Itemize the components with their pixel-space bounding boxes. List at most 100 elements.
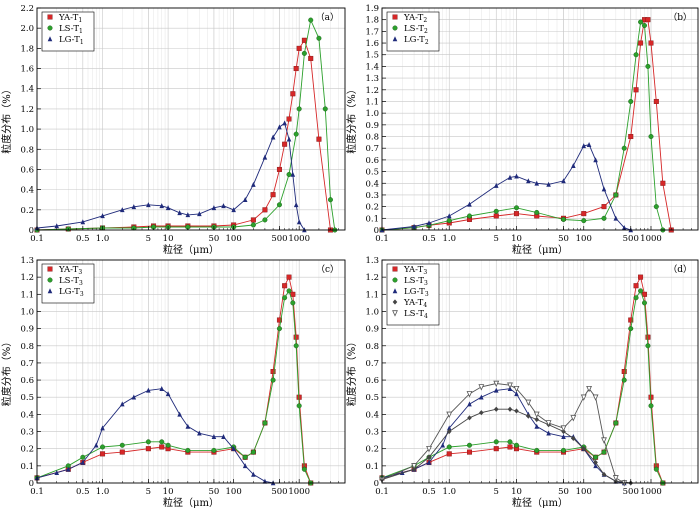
y-tick-label: 1.8 — [20, 44, 34, 54]
data-point — [270, 134, 276, 140]
data-point — [534, 447, 540, 453]
legend-marker — [47, 14, 53, 20]
data-point — [276, 317, 282, 323]
series-line — [381, 408, 631, 484]
data-point — [250, 449, 256, 455]
data-point — [231, 445, 236, 451]
data-point — [54, 223, 60, 229]
panel-label: （a） — [316, 12, 339, 23]
x-tick-label: 100 — [576, 487, 592, 497]
y-tick-label: 0.9 — [20, 325, 34, 335]
data-point — [633, 295, 639, 301]
data-point — [613, 420, 619, 426]
data-point — [119, 401, 125, 407]
data-point — [621, 369, 627, 375]
series-LG-T3 — [379, 385, 627, 486]
data-point — [581, 211, 587, 217]
data-point — [293, 202, 299, 208]
data-point — [159, 203, 165, 209]
y-tick-label: 1.3 — [365, 74, 379, 84]
y-tick-label: 1.7 — [365, 27, 379, 37]
legend-entry: LG-T3 — [59, 287, 84, 298]
y-tick-label: 0.9 — [365, 325, 379, 335]
data-point — [613, 215, 619, 221]
data-point — [513, 205, 519, 211]
y-tick-label: 0.7 — [365, 359, 379, 369]
y-tick-label: 0.8 — [20, 342, 34, 352]
data-point — [426, 220, 432, 226]
data-point — [526, 413, 531, 419]
legend-box — [386, 263, 440, 326]
y-tick-label: 1.6 — [365, 39, 379, 49]
x-tick-label: 0.1 — [375, 234, 389, 244]
y-tick-label: 0.1 — [365, 462, 379, 472]
series-line — [381, 388, 625, 484]
series-line — [381, 383, 625, 484]
data-point — [293, 66, 299, 72]
data-point — [507, 406, 513, 412]
data-point — [446, 444, 452, 450]
y-tick-label: 0.4 — [365, 410, 379, 420]
x-tick-label: 5 — [494, 487, 499, 497]
y-tick-label: 0.3 — [365, 191, 379, 201]
data-point — [446, 213, 452, 219]
x-tick-label: 10 — [163, 234, 174, 244]
legend-entry: YA-T4 — [403, 298, 427, 309]
x-tick-label: 50 — [208, 487, 219, 497]
data-point — [648, 134, 654, 140]
data-point — [290, 291, 296, 297]
x-tick-label: 0.5 — [422, 234, 436, 244]
data-point — [621, 224, 627, 230]
data-point — [581, 446, 587, 452]
series-line — [36, 289, 312, 484]
y-axis-label: 粒度分布（%） — [345, 337, 358, 407]
y-tick-label: 1.2 — [20, 105, 34, 115]
data-point — [493, 439, 499, 445]
data-point — [533, 411, 540, 419]
data-point — [507, 174, 513, 180]
data-point — [276, 202, 282, 208]
data-point — [580, 394, 587, 401]
data-point — [513, 442, 519, 448]
data-point — [119, 207, 125, 213]
plot-frame — [36, 7, 346, 231]
data-point — [242, 454, 248, 460]
data-point — [621, 145, 627, 151]
data-point — [467, 201, 472, 207]
data-point — [286, 274, 292, 280]
x-tick-label: 0.5 — [76, 487, 90, 497]
data-point — [316, 136, 322, 142]
data-point — [581, 143, 587, 149]
legend-marker — [392, 25, 398, 31]
y-tick-label: 1.0 — [365, 109, 379, 119]
data-point — [592, 394, 599, 401]
legend-marker — [392, 310, 398, 317]
data-point — [648, 40, 654, 46]
data-point — [159, 385, 165, 391]
data-point — [561, 216, 567, 222]
data-point — [493, 387, 499, 393]
x-tick-label: 0.5 — [76, 234, 90, 244]
x-tick-label: 1.0 — [442, 487, 456, 497]
legend-marker — [47, 25, 53, 31]
data-point — [628, 134, 634, 140]
y-tick-label: 1.8 — [365, 16, 379, 26]
y-tick-label: 0.5 — [365, 393, 379, 403]
data-point — [165, 391, 171, 397]
x-tick-label: 1.0 — [96, 487, 110, 497]
x-tick-label: 1.0 — [442, 234, 456, 244]
y-tick-label: 0.8 — [365, 133, 379, 143]
y-tick-label: 0.9 — [365, 121, 379, 131]
y-tick-label: 1.9 — [365, 4, 379, 14]
panel-label: （b） — [668, 12, 692, 23]
data-point — [645, 343, 651, 349]
data-point — [571, 163, 576, 169]
data-point — [641, 291, 647, 297]
data-point — [633, 52, 639, 58]
data-point — [250, 217, 256, 223]
data-point — [493, 213, 499, 219]
y-axis-label: 粒度分布（%） — [0, 337, 13, 407]
x-tick-label: 100 — [226, 234, 242, 244]
